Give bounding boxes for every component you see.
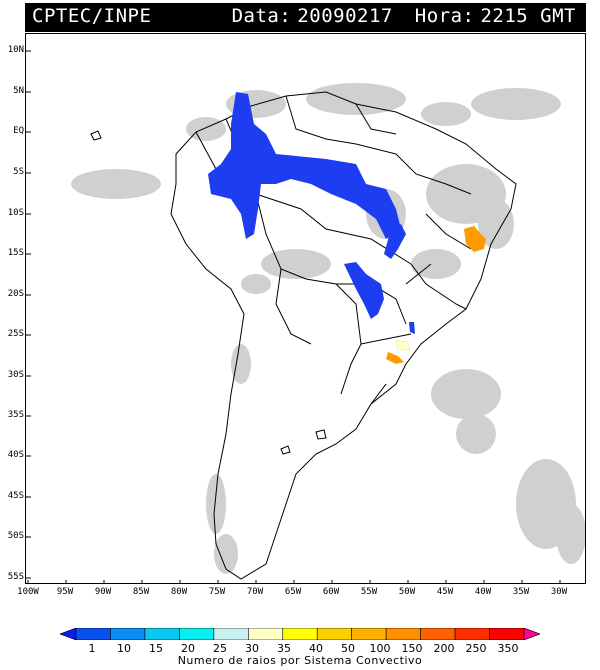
map-panel <box>25 33 586 584</box>
lat-label: 55S <box>7 572 24 582</box>
colorbar-label: 200 <box>433 642 455 655</box>
date-value: 20090217 <box>297 5 393 27</box>
colorbar-segment <box>75 628 111 640</box>
colorbar-label: 250 <box>465 642 487 655</box>
lon-label: 100W <box>17 587 39 597</box>
colorbar-segment <box>282 628 318 640</box>
lat-label: 5S <box>13 167 24 177</box>
colorbar-segment <box>248 628 284 640</box>
lat-label: 45S <box>7 491 24 501</box>
lat-label: EQ <box>13 126 24 136</box>
lat-label: 5N <box>13 86 24 96</box>
hour-value: 2215 GMT <box>480 5 576 27</box>
lat-label: 25S <box>7 329 24 339</box>
colorbar-label: 40 <box>309 642 323 655</box>
colorbar <box>60 628 540 640</box>
colorbar-label: 1 <box>88 642 96 655</box>
colorbar-segment <box>351 628 387 640</box>
lon-label: 55W <box>360 587 378 597</box>
lon-label: 65W <box>284 587 302 597</box>
lon-label: 80W <box>170 587 188 597</box>
colorbar-caption: Numero de raios por Sistema Convectivo <box>177 654 423 667</box>
lat-label: 50S <box>7 531 24 541</box>
lon-label: 40W <box>474 587 492 597</box>
agency-label: CPTEC/INPE <box>32 5 152 27</box>
timestamp: Data: 20090217 Hora: 2215 GMT <box>224 5 576 27</box>
cloud-cover <box>71 83 585 574</box>
colorbar-segment <box>316 628 352 640</box>
colorbar-segment <box>110 628 146 640</box>
colorbar-label: 35 <box>277 642 291 655</box>
lon-label: 85W <box>132 587 150 597</box>
lon-label: 90W <box>94 587 112 597</box>
lon-label: 75W <box>208 587 226 597</box>
colorbar-segment <box>454 628 490 640</box>
lon-label: 95W <box>56 587 74 597</box>
convective-systems-high <box>386 226 486 364</box>
colorbar-segment <box>420 628 456 640</box>
frame-ticks <box>26 50 561 583</box>
colorbar-label: 50 <box>341 642 355 655</box>
colorbar-segment <box>523 628 540 640</box>
lon-label: 45W <box>436 587 454 597</box>
colorbar-label: 25 <box>213 642 227 655</box>
hour-label: Hora: <box>414 5 475 27</box>
lat-label: 30S <box>7 370 24 380</box>
lat-label: 10S <box>7 208 24 218</box>
small-islands <box>90 130 327 455</box>
lat-label: 40S <box>7 450 24 460</box>
colorbar-label: 30 <box>245 642 259 655</box>
lon-label: 30W <box>550 587 568 597</box>
lat-label: 20S <box>7 289 24 299</box>
colorbar-label: 20 <box>181 642 195 655</box>
colorbar-label: 15 <box>149 642 163 655</box>
colorbar-segment <box>179 628 215 640</box>
lat-label: 10N <box>7 45 24 55</box>
title-bar: CPTEC/INPE Data: 20090217 Hora: 2215 GMT <box>25 3 586 32</box>
colorbar-label: 350 <box>497 642 519 655</box>
colorbar-label: 100 <box>369 642 391 655</box>
colorbar-segment <box>385 628 421 640</box>
convective-systems-low <box>208 92 415 334</box>
lon-label: 50W <box>398 587 416 597</box>
lon-label: 70W <box>246 587 264 597</box>
lon-label: 60W <box>322 587 340 597</box>
colorbar-label: 150 <box>401 642 423 655</box>
colorbar-segment <box>213 628 249 640</box>
map-canvas <box>26 50 585 583</box>
colorbar-segment <box>60 628 77 640</box>
colorbar-segment <box>489 628 525 640</box>
lat-label: 15S <box>7 248 24 258</box>
colorbar-label: 10 <box>117 642 131 655</box>
colorbar-segment <box>144 628 180 640</box>
convective-systems-pale <box>395 339 411 351</box>
coastlines <box>170 91 517 580</box>
lon-label: 35W <box>512 587 530 597</box>
date-label: Data: <box>231 5 292 27</box>
lat-label: 35S <box>7 410 24 420</box>
